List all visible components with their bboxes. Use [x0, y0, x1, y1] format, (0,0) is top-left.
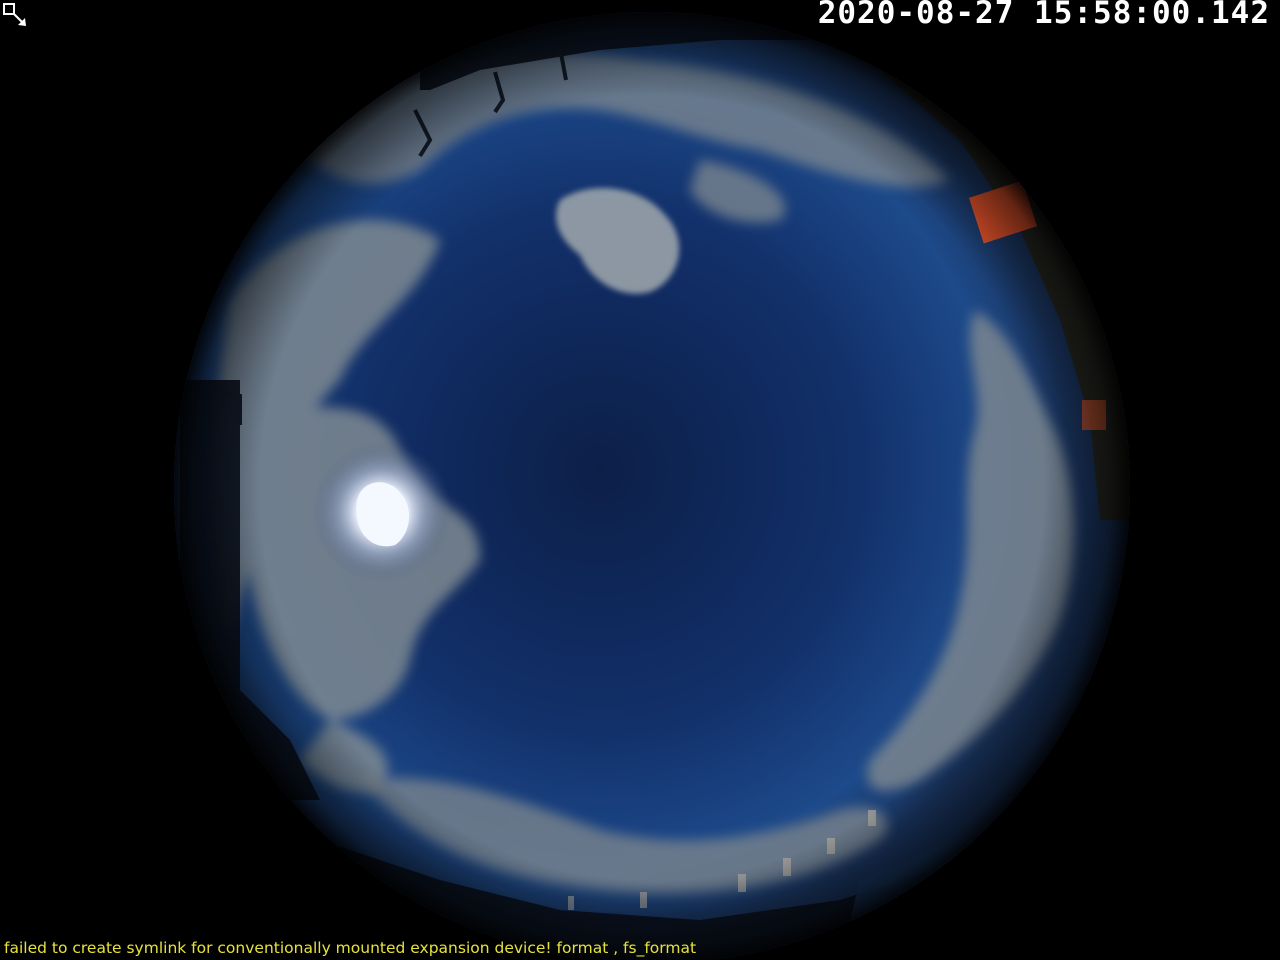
capture-timestamp: 2020-08-27 15:58:00.142 [817, 0, 1270, 31]
status-message: failed to create symlink for conventiona… [4, 939, 697, 957]
resize-cursor-icon [2, 2, 30, 30]
